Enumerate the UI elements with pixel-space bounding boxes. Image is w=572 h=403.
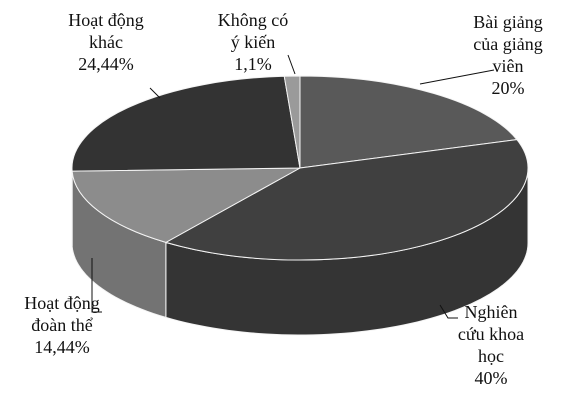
slice-label-line-4-0: Không có bbox=[218, 10, 289, 30]
slice-label-line-1-0: Nghiên bbox=[465, 302, 518, 322]
slice-value-4: 1,1% bbox=[234, 54, 272, 74]
pie-slice-1 bbox=[164, 139, 529, 261]
pie-slice-4 bbox=[283, 75, 301, 169]
slice-label-line-4-1: ý kiến bbox=[231, 32, 276, 52]
slice-label-line-2-0: Hoạt động bbox=[24, 293, 100, 313]
slice-label-2: Hoạt động đoàn thể 14,44% bbox=[24, 293, 100, 357]
slice-labels: Bài giảng của giảng viên 20% Nghiên cứu khoa h… bbox=[24, 10, 543, 388]
slice-label-1: Nghiên cứu khoa học 40% bbox=[458, 302, 524, 388]
slice-label-3: Hoạt động khác 24,44% bbox=[68, 10, 144, 74]
slice-value-3: 24,44% bbox=[78, 54, 134, 74]
slice-label-4: Không có ý kiến 1,1% bbox=[218, 10, 289, 74]
leader-lines bbox=[91, 54, 495, 319]
slice-value-2: 14,44% bbox=[34, 337, 90, 357]
slice-label-line-0-2: viên bbox=[493, 56, 524, 76]
leader-line-1 bbox=[439, 304, 458, 319]
pie-slice-0 bbox=[299, 75, 518, 169]
slice-label-line-0-0: Bài giảng bbox=[473, 12, 543, 32]
pie-tops bbox=[71, 75, 529, 261]
slice-label-line-1-2: học bbox=[478, 346, 504, 366]
leader-line-4 bbox=[287, 54, 296, 75]
slice-value-0: 20% bbox=[492, 78, 525, 98]
leader-line-0 bbox=[419, 69, 495, 85]
slice-label-line-2-1: đoàn thể bbox=[31, 315, 92, 335]
slice-label-line-1-1: cứu khoa bbox=[458, 324, 524, 344]
slice-label-0: Bài giảng của giảng viên 20% bbox=[473, 12, 543, 98]
slice-value-1: 40% bbox=[475, 368, 508, 388]
slice-label-line-3-0: Hoạt động bbox=[68, 10, 144, 30]
leader-line-3 bbox=[149, 87, 161, 99]
pie-slice-2 bbox=[71, 167, 301, 243]
slice-label-line-0-1: của giảng bbox=[473, 34, 542, 54]
slice-label-line-3-1: khác bbox=[89, 32, 123, 52]
pie-slice-3 bbox=[71, 75, 301, 172]
leader-line-2 bbox=[91, 258, 102, 313]
